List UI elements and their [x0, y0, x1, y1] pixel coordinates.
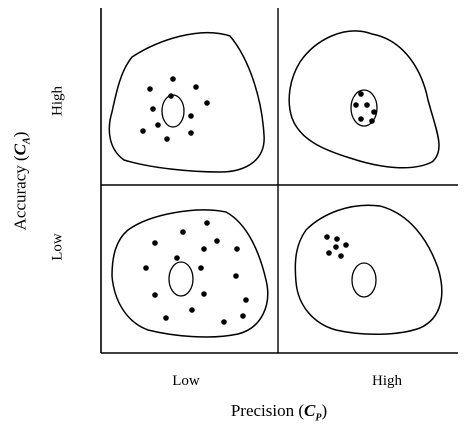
shot-point: [163, 315, 169, 321]
shot-point: [343, 242, 349, 248]
shot-point: [174, 255, 180, 261]
shot-point: [233, 273, 239, 279]
shot-point: [204, 100, 210, 106]
x-tick-high: High: [372, 373, 402, 389]
shot-point: [140, 128, 146, 134]
shot-point: [221, 319, 227, 325]
shot-point: [189, 307, 195, 313]
shot-points: [140, 76, 210, 142]
target-region: [111, 209, 269, 338]
target-ellipse: [161, 94, 185, 128]
target-ellipse: [168, 261, 194, 297]
shot-point: [180, 229, 186, 235]
quadrant-low-accuracy-high-precision: [294, 204, 443, 335]
shot-point: [234, 246, 240, 252]
shot-point: [152, 292, 158, 298]
x-axis-symbol: CP: [304, 401, 322, 424]
target-region: [108, 31, 265, 173]
target-ellipse: [350, 89, 378, 127]
shot-point: [147, 86, 153, 92]
target-ellipse: [351, 262, 377, 298]
shot-point: [201, 246, 207, 252]
shot-point: [164, 136, 170, 142]
shot-point: [369, 118, 375, 124]
shot-point: [152, 240, 158, 246]
shot-point: [353, 102, 359, 108]
x-axis-title-text: Precision: [230, 401, 295, 420]
shot-point: [193, 84, 199, 90]
y-tick-low: Low: [49, 233, 66, 261]
shot-points: [143, 220, 249, 325]
x-axis-symbol-subscript: P: [315, 412, 322, 424]
y-axis-symbol-letter: C: [10, 143, 30, 156]
shot-point: [334, 236, 340, 242]
shot-point: [155, 122, 161, 128]
y-axis-symbol: CA: [10, 137, 32, 156]
y-axis-title-text: Accuracy: [10, 165, 30, 231]
shot-point: [364, 102, 370, 108]
quadrant-high-accuracy-low-precision: [108, 31, 265, 173]
shot-point: [338, 253, 344, 259]
shot-points: [324, 234, 349, 259]
shot-point: [358, 91, 364, 97]
shot-point: [150, 106, 156, 112]
shot-point: [168, 93, 174, 99]
quadrant-high-accuracy-high-precision: [288, 30, 440, 169]
shot-point: [243, 297, 249, 303]
target-region: [288, 30, 440, 169]
x-axis-title: Precision (CP): [230, 401, 328, 424]
shot-point: [204, 220, 210, 226]
shot-point: [214, 238, 220, 244]
shot-point: [188, 130, 194, 136]
shot-point: [240, 313, 246, 319]
shot-point: [326, 250, 332, 256]
shot-point: [188, 113, 194, 119]
shot-points: [353, 91, 377, 124]
y-tick-high: High: [49, 86, 66, 116]
y-axis-symbol-subscript: A: [21, 137, 33, 144]
shot-point: [358, 116, 364, 122]
target-region: [294, 204, 443, 335]
shot-point: [198, 265, 204, 271]
shot-point: [324, 234, 330, 240]
shot-point: [201, 291, 207, 297]
shot-point: [170, 76, 176, 82]
shot-point: [333, 244, 339, 250]
shot-point: [143, 265, 149, 271]
y-axis-title: Accuracy (CA): [10, 131, 33, 231]
x-axis-symbol-letter: C: [304, 401, 316, 420]
shot-point: [371, 109, 377, 115]
quadrant-low-accuracy-low-precision: [111, 209, 269, 338]
x-tick-low: Low: [172, 373, 200, 389]
